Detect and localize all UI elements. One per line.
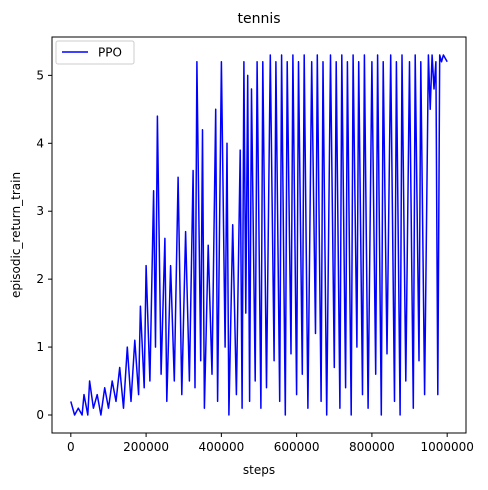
series-layer <box>70 54 448 416</box>
x-axis-label: steps <box>243 463 275 477</box>
x-axis: 0 200000 400000 600000 800000 1000000 <box>67 433 474 454</box>
y-tick-label: 3 <box>36 204 44 218</box>
x-tick-label: 400000 <box>198 440 244 454</box>
y-tick-label: 4 <box>36 136 44 150</box>
y-axis-label: episodic_return_train <box>9 172 23 298</box>
x-tick-label: 1000000 <box>420 440 473 454</box>
plot-frame <box>51 36 467 434</box>
y-tick-label: 1 <box>36 340 44 354</box>
legend: PPO <box>55 40 135 65</box>
legend-box <box>55 40 135 65</box>
y-axis: 0 1 2 3 4 5 <box>36 68 52 422</box>
series-line-ppo <box>70 54 448 416</box>
y-tick-label: 2 <box>36 272 44 286</box>
y-tick-label: 5 <box>36 68 44 82</box>
x-tick-label: 200000 <box>123 440 169 454</box>
chart-title: tennis <box>237 11 280 27</box>
y-tick-label: 0 <box>36 408 44 422</box>
legend-label-ppo: PPO <box>98 46 122 60</box>
x-tick-label: 600000 <box>274 440 320 454</box>
x-tick-label: 800000 <box>349 440 395 454</box>
x-tick-label: 0 <box>67 440 75 454</box>
